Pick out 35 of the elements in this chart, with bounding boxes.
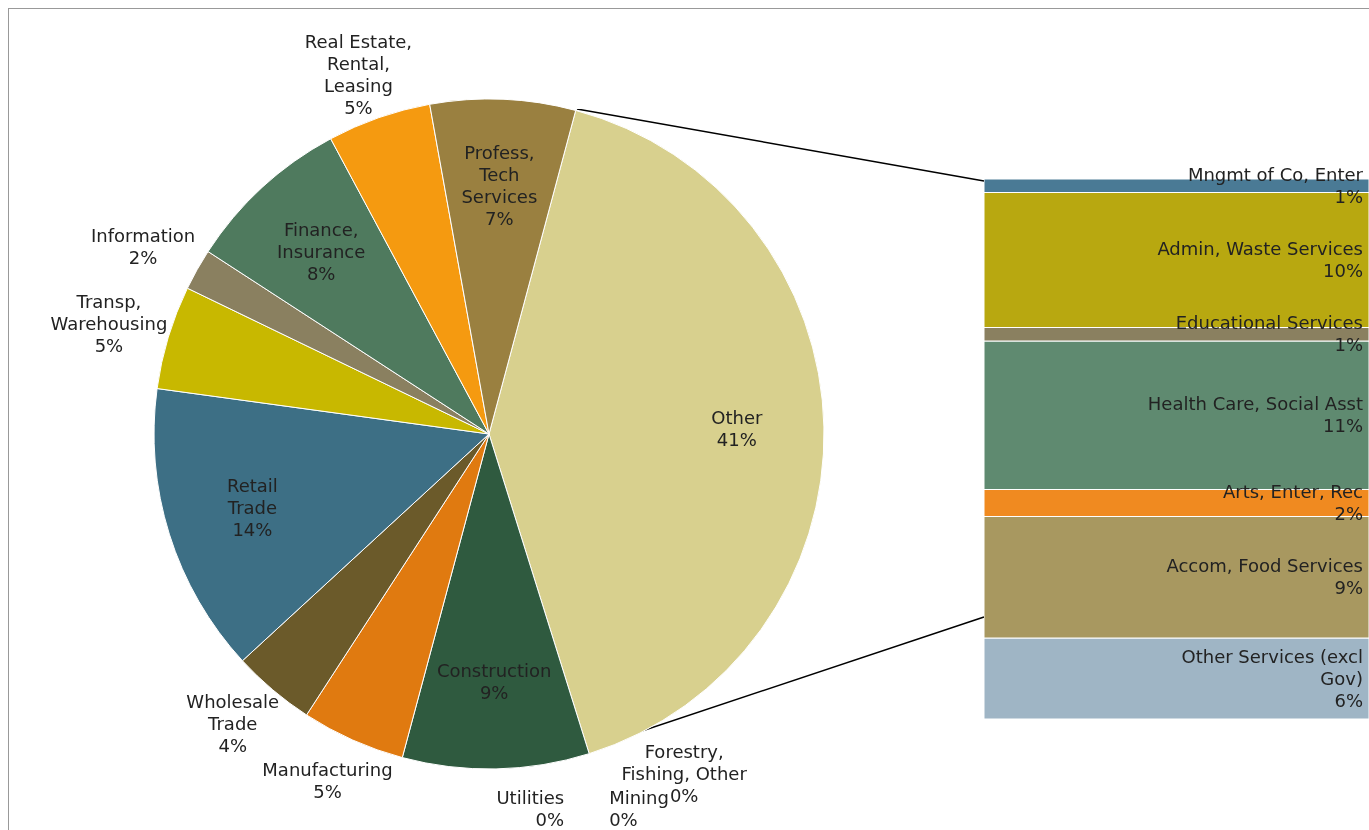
data-label: 9%	[1334, 577, 1363, 599]
category-label: Mining	[609, 786, 669, 808]
data-label: 41%	[716, 428, 757, 450]
slice-label: Real Estate, Rental, Leasing	[304, 31, 413, 97]
data-label: 10%	[1322, 260, 1363, 281]
slice-label: Wholesale Trade	[186, 691, 280, 735]
slice-label: Information	[91, 225, 196, 247]
data-label: 8%	[306, 262, 336, 284]
slice-label: Retail Trade	[226, 475, 278, 519]
slice-label: Profess, Tech Services	[461, 142, 538, 208]
slice-label: Manufacturing	[262, 759, 393, 781]
data-label: 7%	[485, 208, 514, 230]
data-label: 4%	[218, 735, 248, 757]
data-label: 5%	[344, 97, 373, 119]
series-label: Health Care, Social Asst	[1147, 393, 1363, 415]
data-label: 14%	[232, 519, 273, 541]
data-label: 5%	[94, 335, 124, 357]
slice-label: Other	[711, 406, 763, 428]
slice-label: Transp, Warehousing	[50, 291, 168, 335]
data-label: 2%	[128, 247, 158, 269]
category-label: Forestry, Fishing, Other	[621, 740, 747, 784]
text: 0%	[669, 784, 699, 806]
text: 0%	[609, 808, 638, 830]
data-label: 6%	[1334, 689, 1363, 711]
series-label: Admin, Waste Services	[1157, 238, 1363, 259]
series-label: Accom, Food Services	[1166, 555, 1363, 577]
slice-label: Construction	[436, 659, 552, 681]
data-label: 9%	[479, 681, 509, 703]
text: 0%	[535, 808, 565, 830]
data-label: 5%	[313, 781, 342, 803]
data-label: 11%	[1322, 415, 1363, 437]
series-label: Other Services (excl Gov)	[1181, 645, 1363, 689]
series-label: Mngmt of Co, Enter	[1187, 163, 1364, 185]
category-label: Utilities	[496, 786, 565, 808]
slice-label: Finance, Insurance	[277, 218, 366, 262]
